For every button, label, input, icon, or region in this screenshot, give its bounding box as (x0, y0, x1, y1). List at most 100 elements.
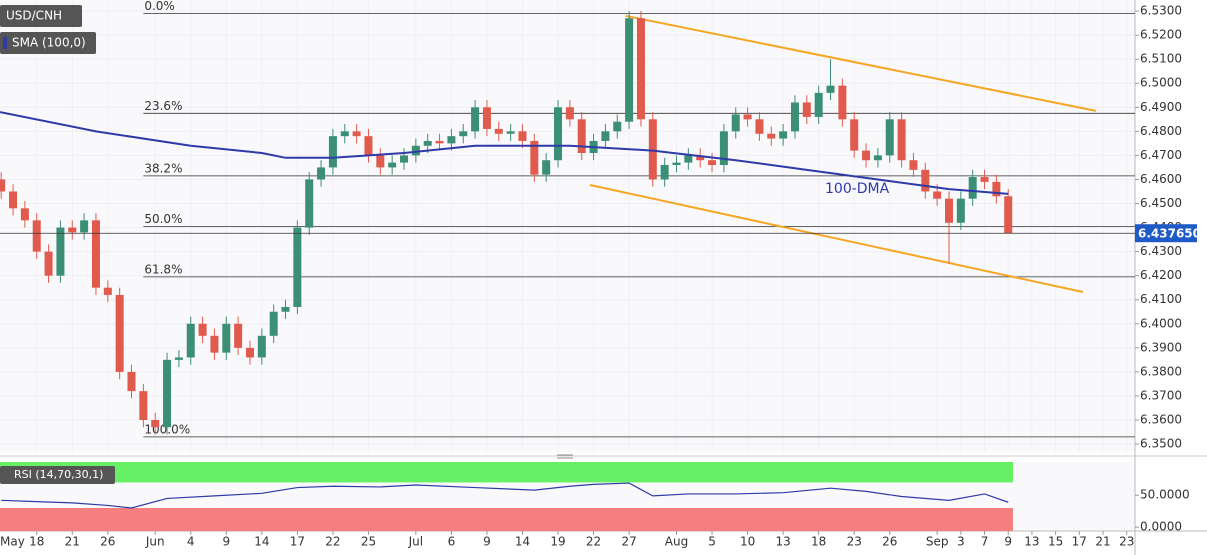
candle-body (352, 131, 361, 137)
x-tick-label: 3 (957, 535, 965, 549)
candle-body (222, 323, 231, 353)
y-tick-label: 6.3800 (1140, 364, 1182, 378)
x-tick-label: 4 (187, 535, 195, 549)
candle-body (719, 131, 728, 166)
candle-body (648, 119, 657, 180)
y-tick-label: 6.4200 (1140, 268, 1182, 282)
candle-body (554, 107, 563, 161)
candle-body (956, 198, 965, 223)
candle-body (471, 107, 480, 132)
legend-label: USD/CNH (6, 9, 62, 23)
x-tick-label: 25 (361, 535, 376, 549)
candle-body (814, 92, 823, 117)
candle-body (328, 136, 337, 168)
x-tick-label: May (0, 535, 25, 549)
y-tick-label: 6.4300 (1140, 244, 1182, 258)
candle-body (696, 155, 705, 161)
candle-body (127, 371, 136, 392)
y-tick-label: 6.3600 (1140, 413, 1182, 427)
candle-body (210, 335, 219, 353)
candle-body (921, 169, 930, 192)
x-tick-label: 22 (586, 535, 601, 549)
candle-body (767, 133, 776, 139)
y-tick-label: 6.4000 (1140, 316, 1182, 330)
fib-label: 61.8% (144, 262, 182, 276)
y-tick-label: 6.4700 (1140, 148, 1182, 162)
candle-body (400, 155, 409, 163)
fib-label: 38.2% (144, 161, 182, 175)
candle-body (293, 227, 302, 307)
x-tick-label: 13 (775, 535, 790, 549)
legend-swatch (3, 37, 7, 49)
x-tick-label: 23 (1119, 535, 1134, 549)
y-tick-label: 6.4800 (1140, 124, 1182, 138)
candle-body (660, 165, 669, 180)
candle-body (731, 114, 740, 132)
fib-label: 50.0% (144, 212, 182, 226)
candle-body (198, 323, 207, 336)
candle-body (779, 131, 788, 139)
legend-box (0, 5, 82, 27)
candle-body (340, 131, 349, 137)
y-tick-label: 6.3700 (1140, 388, 1182, 402)
candle-body (139, 391, 148, 421)
x-tick-label: 17 (290, 535, 305, 549)
candle-body (20, 208, 29, 221)
trendline (589, 184, 1084, 294)
x-tick-label: 23 (847, 535, 862, 549)
candle-body (885, 119, 894, 156)
price-tag (1135, 224, 1197, 243)
candle-body (257, 335, 266, 358)
candle-body (1004, 196, 1013, 234)
candle-body (115, 294, 124, 372)
candle-body (376, 155, 385, 168)
candle-body (234, 323, 243, 348)
x-tick-label: 6 (448, 535, 456, 549)
y2-tick-label: 0.0000 (1140, 520, 1182, 534)
candle-body (909, 160, 918, 170)
candle-body (269, 311, 278, 336)
candle-body (826, 85, 835, 93)
candle-body (174, 357, 183, 360)
y-tick-label: 6.3500 (1140, 437, 1182, 451)
x-tick-label: 10 (740, 535, 755, 549)
candle-body (459, 131, 468, 137)
candle-body (281, 306, 290, 312)
candle-body (163, 359, 172, 428)
x-tick-label: 15 (1048, 535, 1063, 549)
candle-body (933, 191, 942, 199)
candle-body (68, 227, 77, 233)
y-tick-label: 6.5100 (1140, 52, 1182, 66)
price-tag-label: 6.437650 (1138, 227, 1201, 241)
candle-body (944, 198, 953, 223)
candle-body (411, 145, 420, 156)
legend-label: RSI (14,70,30,1) (14, 468, 103, 481)
candle-body (530, 140, 539, 175)
rsi-oversold-band (0, 508, 1013, 531)
candle-body (364, 136, 373, 156)
candle-body (897, 119, 906, 161)
candle-body (245, 347, 254, 358)
candle-body (91, 220, 100, 288)
candle-body (790, 102, 799, 132)
candle-body (0, 179, 6, 192)
candle-body (968, 177, 977, 199)
x-tick-label: 27 (621, 535, 636, 549)
x-tick-label: 7 (981, 535, 989, 549)
y-tick-label: 6.4500 (1140, 196, 1182, 210)
candle-body (636, 18, 645, 120)
x-tick-label: 14 (515, 535, 530, 549)
x-tick-label: Aug (665, 535, 688, 549)
x-tick-label: Jul (408, 535, 423, 549)
candle-body (850, 119, 859, 151)
legend-box (0, 32, 96, 54)
candle-body (80, 220, 89, 233)
y2-tick-label: 50.0000 (1140, 488, 1190, 502)
candle-body (423, 140, 432, 146)
candle-body (494, 128, 503, 134)
x-tick-label: 9 (222, 535, 230, 549)
trendline (625, 14, 1097, 112)
legend-box (0, 466, 115, 484)
candle-body (992, 181, 1001, 197)
y-tick-label: 6.5200 (1140, 28, 1182, 42)
